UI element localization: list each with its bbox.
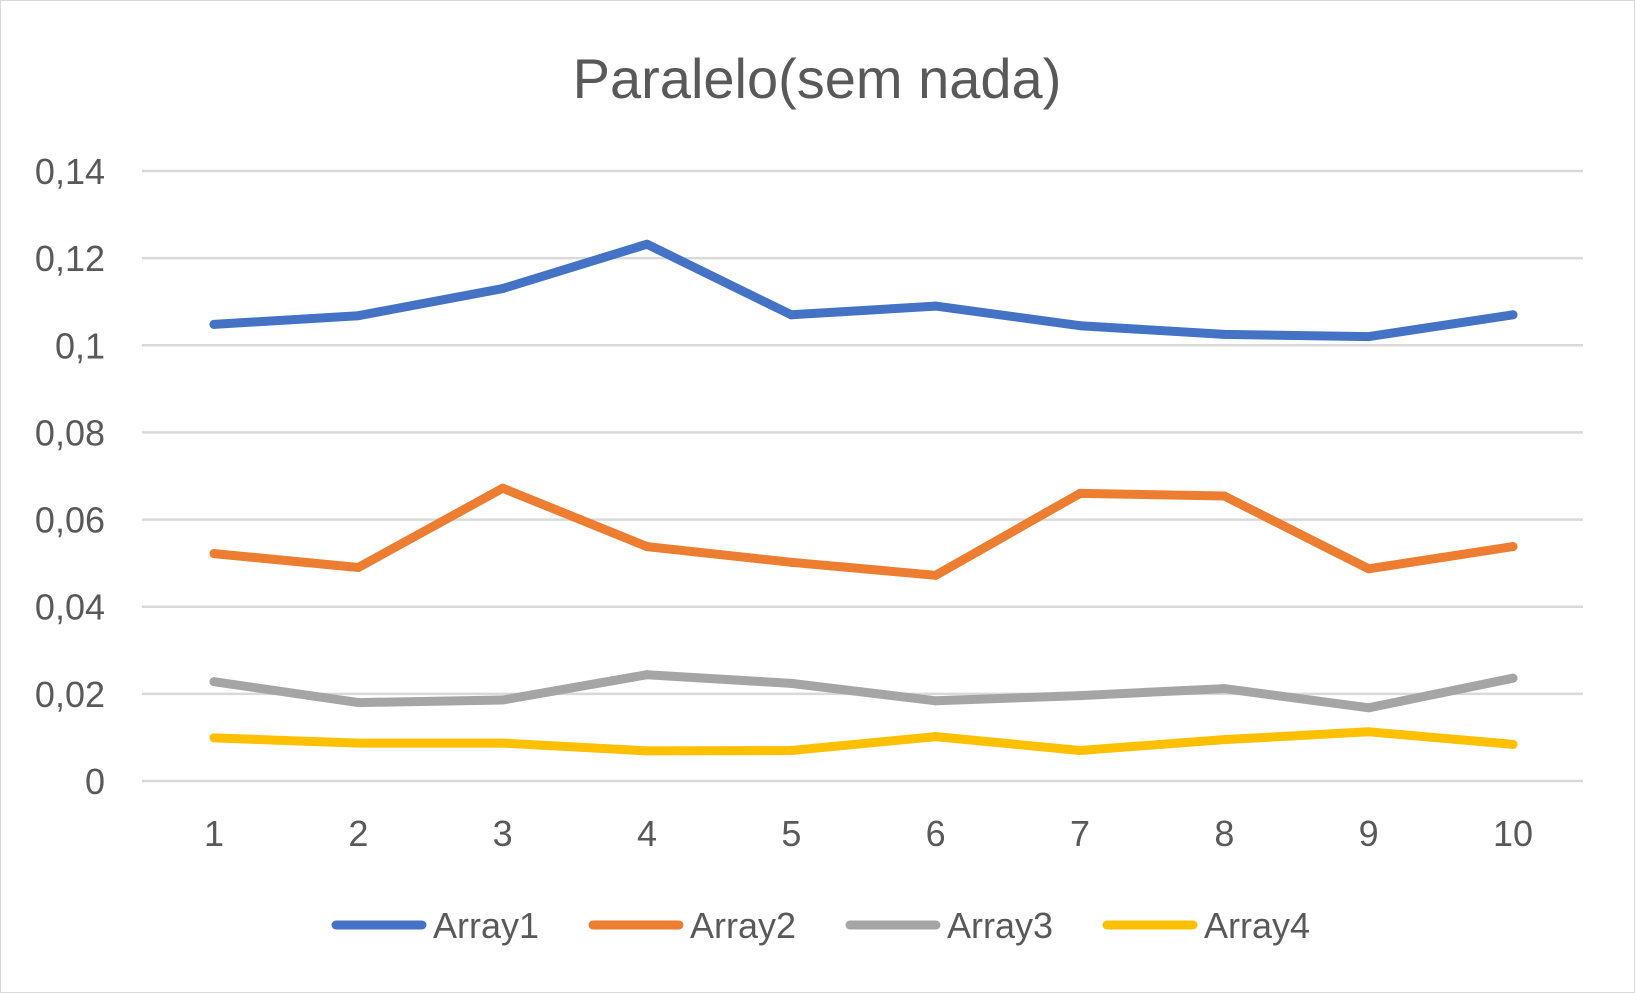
legend-label: Array3 — [947, 905, 1053, 946]
data-point — [931, 301, 941, 311]
data-point — [209, 549, 219, 559]
data-point — [786, 310, 796, 320]
x-tick-label: 9 — [1359, 813, 1379, 854]
legend-label: Array4 — [1204, 905, 1310, 946]
data-point — [353, 738, 363, 748]
y-tick-label: 0,06 — [35, 500, 105, 541]
data-point — [642, 746, 652, 756]
data-point — [1075, 321, 1085, 331]
data-point — [498, 738, 508, 748]
data-point — [1364, 564, 1374, 574]
data-point — [1075, 488, 1085, 498]
data-point — [1219, 329, 1229, 339]
y-tick-label: 0,1 — [55, 325, 105, 366]
y-tick-label: 0 — [85, 761, 105, 802]
data-point — [786, 746, 796, 755]
data-point — [1364, 703, 1374, 713]
data-point — [498, 483, 508, 493]
legend: Array1 Array2 Array3 Array4 — [331, 905, 1310, 946]
data-point — [209, 677, 219, 687]
y-tick-label: 0,12 — [35, 238, 105, 279]
data-point — [642, 542, 652, 552]
x-tick-label: 4 — [637, 813, 657, 854]
series-line-array4 — [209, 727, 1518, 756]
chart-title: Paralelo(sem nada) — [573, 47, 1062, 110]
series-line-array1 — [209, 239, 1518, 342]
x-tick-label: 2 — [348, 813, 368, 854]
x-tick-label: 6 — [926, 813, 946, 854]
x-tick-label: 8 — [1214, 813, 1234, 854]
x-tick-label: 7 — [1070, 813, 1090, 854]
data-point — [1219, 491, 1229, 501]
data-point — [498, 695, 508, 705]
data-point — [931, 570, 941, 580]
data-point — [931, 696, 941, 706]
data-point — [1075, 691, 1085, 701]
data-point — [1219, 684, 1229, 694]
x-tick-label: 3 — [493, 813, 513, 854]
data-point — [1508, 542, 1518, 552]
data-point — [353, 698, 363, 708]
x-tick-label: 10 — [1493, 813, 1533, 854]
data-point — [931, 732, 941, 742]
series-lines — [209, 239, 1518, 756]
data-point — [1508, 673, 1518, 683]
data-point — [353, 563, 363, 572]
data-point — [1508, 310, 1518, 320]
data-point — [498, 284, 508, 294]
y-tick-label: 0,02 — [35, 674, 105, 715]
data-point — [1508, 739, 1518, 749]
data-point — [209, 733, 219, 743]
data-point — [642, 239, 652, 249]
x-tick-label: 5 — [781, 813, 801, 854]
x-tick-label: 1 — [204, 813, 224, 854]
data-point — [209, 319, 219, 329]
data-point — [1075, 746, 1085, 755]
y-tick-label: 0,08 — [35, 412, 105, 453]
data-point — [786, 678, 796, 688]
gridlines — [142, 169, 1583, 783]
data-point — [1219, 735, 1229, 745]
y-tick-label: 0,04 — [35, 587, 105, 628]
series-line-array3 — [209, 670, 1518, 713]
data-point — [1364, 332, 1374, 342]
data-point — [1364, 727, 1374, 737]
legend-label: Array1 — [433, 905, 539, 946]
data-point — [353, 311, 363, 321]
legend-label: Array2 — [690, 905, 796, 946]
x-axis-ticks: 1 2 3 4 5 6 7 8 9 10 — [204, 813, 1533, 854]
y-axis-ticks: 0 0,02 0,04 0,06 0,08 0,1 0,12 0,14 — [35, 151, 105, 802]
data-point — [786, 557, 796, 567]
series-line-array2 — [209, 483, 1518, 580]
data-point — [642, 670, 652, 680]
y-tick-label: 0,14 — [35, 151, 105, 192]
